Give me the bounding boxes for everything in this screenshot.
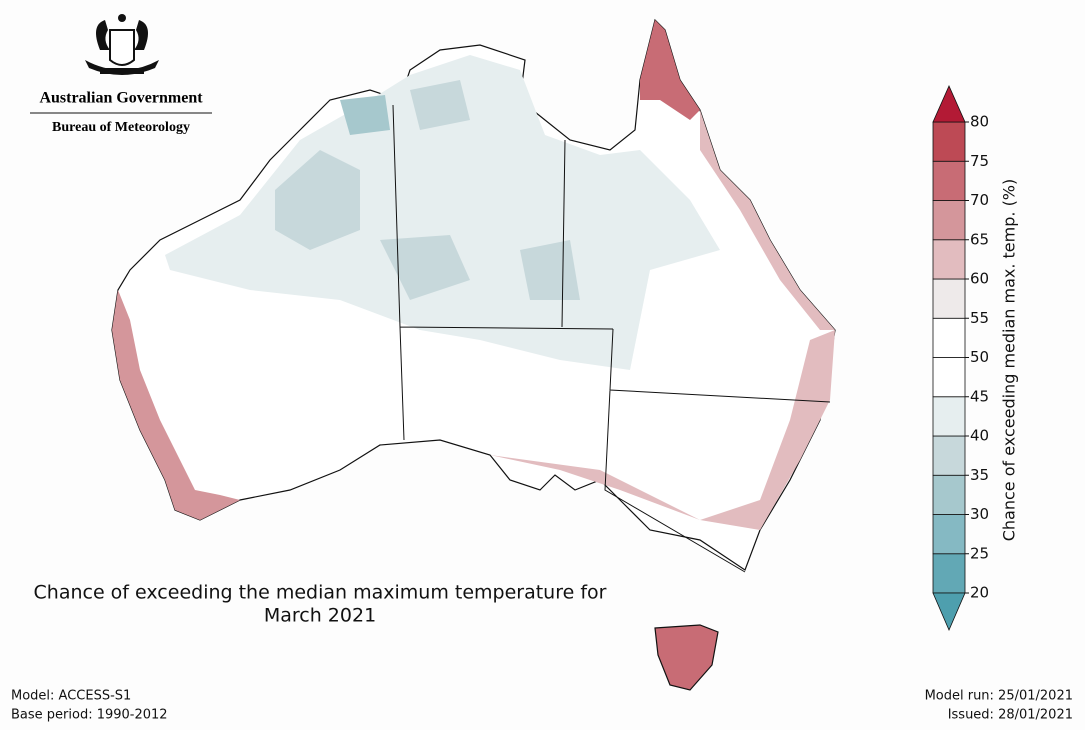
colorbar-tick-label: 75 — [970, 152, 989, 170]
color-band — [932, 278, 966, 319]
colorbar-tick-label: 80 — [970, 113, 989, 131]
color-band — [932, 239, 966, 280]
colorbar-tick-label: 25 — [970, 544, 989, 562]
colorbar-tick-label: 70 — [970, 191, 989, 209]
colorbar-tick-label: 30 — [970, 505, 989, 523]
map — [111, 18, 836, 691]
color-band — [932, 514, 966, 555]
emblem — [85, 14, 159, 75]
model-text: Model: ACCESS-S1 — [11, 689, 131, 704]
base-period-text: Base period: 1990-2012 — [11, 708, 168, 723]
colorbar-tick-label: 20 — [970, 584, 989, 602]
colorbar: 20 25 30 35 40 45 50 55 60 65 70 75 80 — [932, 85, 989, 632]
color-band — [932, 200, 966, 241]
model-run-text: Model run: 25/01/2021 — [925, 689, 1073, 704]
color-band — [932, 553, 966, 594]
lowest-chance-area — [340, 95, 390, 135]
colorbar-tick-label: 40 — [970, 427, 989, 445]
under-extension — [932, 592, 966, 632]
state-borders — [392, 104, 831, 573]
color-band — [932, 474, 966, 515]
lower-chance-area — [275, 80, 580, 300]
colorbar-tick-label: 60 — [970, 270, 989, 288]
over-extension — [932, 85, 966, 123]
colorbar-tick-label: 55 — [970, 309, 989, 327]
warm-coast-sw — [112, 290, 240, 520]
colorbar-label: Chance of exceeding median max. temp. (%… — [1000, 179, 1019, 542]
color-band — [932, 435, 966, 476]
bureau-name: Bureau of Meteorology — [52, 120, 190, 135]
colorbar-tick-label: 45 — [970, 387, 989, 405]
tasmania — [654, 624, 719, 691]
color-band — [932, 160, 966, 201]
color-band — [932, 317, 966, 358]
map-title: Chance of exceeding the median maximum t… — [34, 582, 607, 604]
colorbar-tick-label: 65 — [970, 230, 989, 248]
colorbar-tick-label: 50 — [970, 348, 989, 366]
color-band — [932, 396, 966, 437]
map-title: March 2021 — [264, 605, 376, 627]
government-name: Australian Government — [39, 90, 203, 107]
color-band — [932, 121, 966, 162]
warm-cape-york — [640, 20, 700, 120]
color-band — [932, 357, 966, 398]
below-median-area — [165, 55, 720, 370]
issued-text: Issued: 28/01/2021 — [948, 708, 1073, 723]
colorbar-tick-label: 35 — [970, 466, 989, 484]
